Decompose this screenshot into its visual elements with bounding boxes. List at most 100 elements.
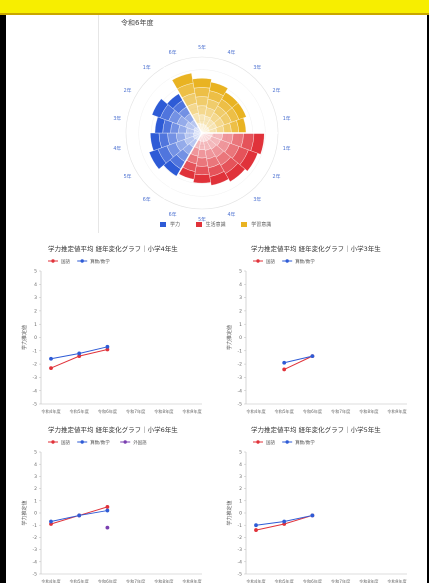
x-tick-label: 令和4年度 — [246, 578, 266, 583]
data-point — [282, 367, 287, 372]
x-tick-label: 令和6年度 — [98, 578, 118, 583]
top-highlight-bar — [0, 0, 429, 15]
x-tick-label: 令和5年度 — [69, 578, 89, 583]
x-tick-label: 令和7年度 — [331, 578, 351, 583]
data-point — [282, 519, 287, 524]
chart-title-grade3: 学力推定値平均 経年変化グラフ｜小学3年生 — [251, 245, 381, 253]
legend-swatch — [160, 222, 166, 227]
x-tick-label: 令和4年度 — [41, 578, 61, 583]
radar-axis-label: 4年 — [227, 49, 235, 56]
legend-label: 算数/数学 — [295, 439, 315, 446]
legend-label: 算数/数学 — [90, 439, 110, 446]
legend-label: 国語 — [266, 258, 275, 265]
data-point — [77, 513, 82, 518]
radar-legend: 学力 生活意識 学習意識 — [160, 221, 285, 228]
y-tick-label: -5 — [238, 572, 243, 578]
report-content: 令和6年度 6年 5年 4年 3年 2年 1年 1年 2年 3年 4年 5年 6年 6年 5年 4年 3年 2年… — [6, 15, 427, 583]
legend-label: 外国語 — [133, 439, 147, 446]
radar-title: 令和6年度 — [121, 19, 154, 27]
legend-marker — [285, 440, 289, 444]
y-tick-label: -3 — [238, 547, 243, 553]
legend-marker — [80, 259, 84, 263]
y-axis-label: 学力推定値 — [21, 325, 28, 350]
y-tick-label: -4 — [238, 559, 243, 565]
y-tick-label: 3 — [239, 474, 242, 480]
x-tick-label: 令和6年度 — [303, 408, 323, 415]
radar-sector — [192, 78, 212, 89]
y-tick-label: -4 — [33, 388, 38, 394]
y-tick-label: -2 — [33, 535, 38, 541]
y-tick-label: -5 — [33, 572, 38, 578]
radar-axis-label: 6年 — [169, 211, 177, 218]
legend-marker — [256, 440, 260, 444]
legend-item-seikatsu: 生活意識 — [195, 221, 226, 228]
data-point — [105, 508, 110, 513]
legend-label: 算数/数学 — [295, 258, 315, 265]
data-point — [105, 505, 110, 509]
radar-axis-label: 1年 — [283, 115, 291, 122]
y-tick-label: -3 — [238, 375, 243, 381]
y-tick-label: 2 — [239, 309, 242, 315]
radar-sector — [193, 173, 211, 184]
radar-divider — [163, 132, 203, 200]
chart-title-grade6: 学力推定値平均 経年変化グラフ｜小学6年生 — [48, 426, 178, 434]
data-point — [49, 356, 53, 361]
y-tick-label: 4 — [34, 462, 37, 468]
data-point — [254, 528, 258, 532]
data-point — [49, 366, 53, 370]
radar-axis-label: 5年 — [198, 44, 206, 51]
radar-axis-label: 5年 — [124, 173, 132, 180]
x-tick-label: 令和8年度 — [154, 408, 174, 415]
x-tick-label: 令和5年度 — [274, 578, 294, 583]
legend-item-gakuryoku: 学力 — [160, 221, 180, 228]
legend-label: 学習意識 — [251, 222, 272, 228]
legend-label: 学力 — [170, 222, 181, 228]
legend-marker — [51, 440, 55, 444]
y-tick-label: 5 — [239, 450, 242, 456]
y-tick-label: -4 — [238, 388, 243, 394]
radar-axis-label: 6年 — [143, 196, 151, 203]
legend-swatch — [241, 222, 248, 227]
radar-sector — [193, 87, 211, 98]
y-tick-label: -5 — [33, 402, 38, 408]
y-tick-label: 1 — [34, 498, 37, 504]
x-tick-label: 令和7年度 — [126, 408, 146, 415]
radar-axis-label: 3年 — [253, 64, 261, 71]
y-tick-label: 0 — [239, 335, 242, 341]
data-point — [105, 525, 110, 530]
legend-label: 生活意識 — [205, 222, 226, 228]
x-tick-label: 令和7年度 — [126, 578, 146, 583]
data-point — [310, 513, 315, 518]
x-tick-label: 令和9年度 — [387, 578, 407, 583]
x-tick-label: 令和6年度 — [98, 408, 118, 415]
y-tick-label: -1 — [33, 523, 38, 529]
y-axis-label: 学力推定値 — [226, 500, 233, 525]
x-tick-label: 令和8年度 — [359, 578, 379, 583]
y-tick-label: 2 — [239, 486, 242, 492]
y-tick-label: 4 — [239, 462, 242, 468]
series-line — [283, 355, 313, 370]
radar-axis-label: 1年 — [283, 145, 291, 152]
y-tick-label: -2 — [238, 535, 243, 541]
x-tick-label: 令和4年度 — [41, 408, 61, 415]
y-tick-label: 4 — [34, 282, 37, 288]
chart-title-grade5: 学力推定値平均 経年変化グラフ｜小学5年生 — [251, 426, 381, 434]
radar-axis-label: 6年 — [169, 49, 177, 56]
y-tick-label: 3 — [34, 474, 37, 480]
y-tick-label: -1 — [238, 523, 243, 529]
y-tick-label: 0 — [34, 511, 37, 517]
radar-axis-label: 5年 — [198, 216, 206, 223]
y-tick-label: 3 — [239, 295, 242, 301]
y-tick-label: 0 — [239, 511, 242, 517]
y-axis-label: 学力推定値 — [226, 325, 233, 350]
y-tick-label: 3 — [34, 295, 37, 301]
legend-marker — [80, 440, 84, 444]
legend-marker — [256, 259, 260, 263]
legend-label: 国語 — [61, 439, 70, 446]
radar-axis-label: 3年 — [253, 196, 261, 203]
data-point — [105, 347, 110, 352]
legend-marker — [285, 259, 289, 263]
